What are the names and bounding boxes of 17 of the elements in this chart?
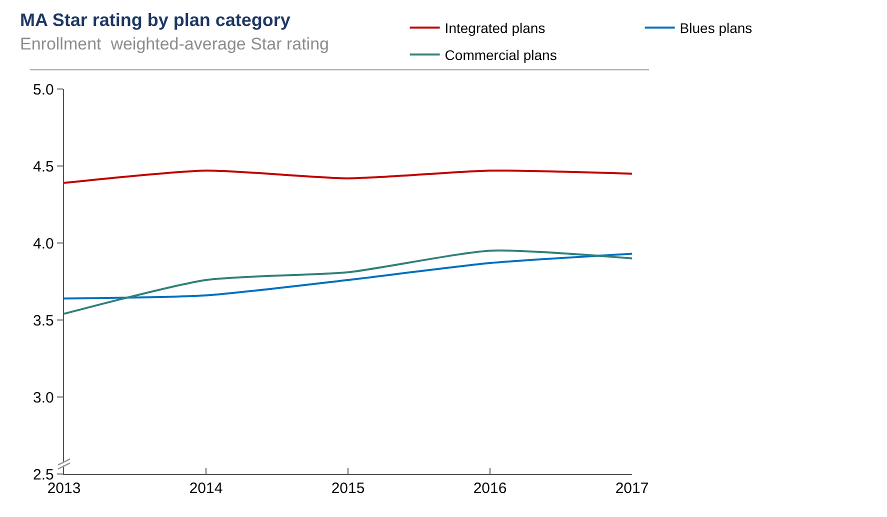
x-tick-label: 2016	[473, 480, 507, 498]
legend-label: Integrated plans	[444, 20, 546, 36]
y-tick-label: 4.0	[33, 235, 54, 252]
x-tick-label: 2014	[189, 480, 223, 498]
x-tick-label: 2017	[615, 480, 649, 498]
y-tick-label: 4.5	[33, 158, 54, 176]
chart-title: MA Star rating by plan category	[20, 10, 290, 30]
y-tick-label: 3.0	[33, 389, 54, 406]
y-tick-label: 3.5	[33, 312, 54, 330]
line-series	[64, 170, 632, 184]
line-series	[64, 250, 632, 315]
x-tick-label: 2015	[331, 480, 365, 498]
y-tick-label: 5.0	[33, 81, 54, 98]
line-series	[64, 252, 632, 300]
legend-label: Commercial plans	[444, 47, 557, 64]
chart-subtitle: Enrollment weighted-average Star rating	[20, 34, 329, 54]
legend-label: Blues plans	[680, 20, 752, 36]
